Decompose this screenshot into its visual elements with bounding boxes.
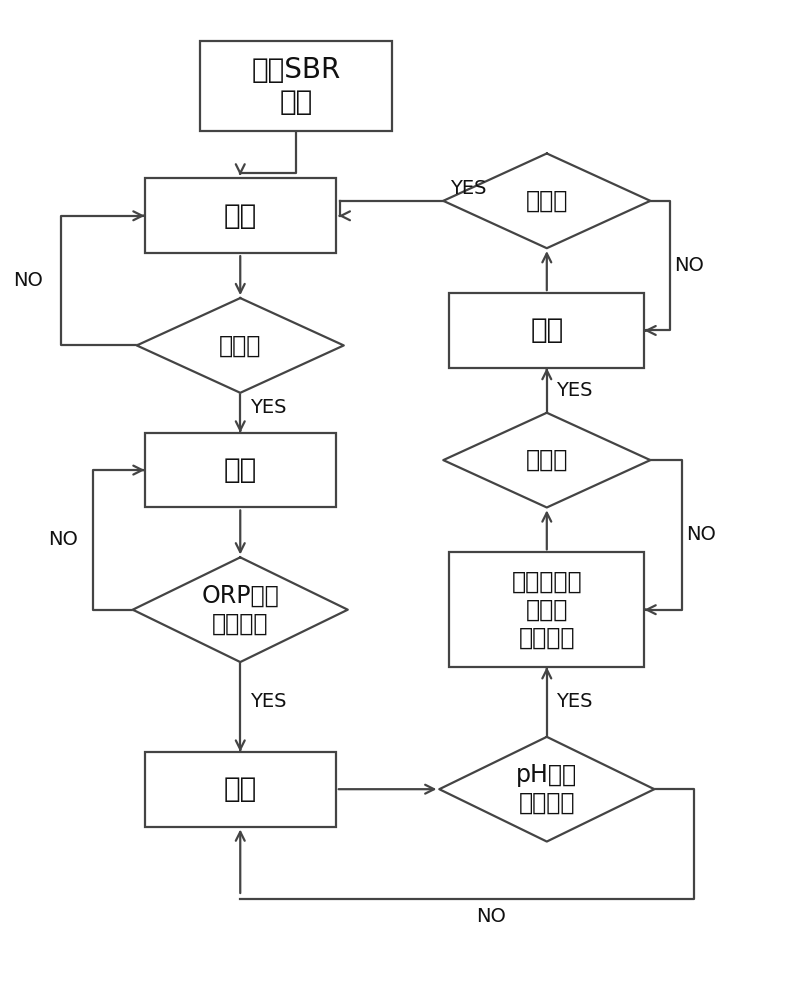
Polygon shape [133,557,348,662]
Text: YES: YES [556,692,593,711]
Text: NO: NO [476,907,506,926]
Polygon shape [443,153,650,248]
FancyBboxPatch shape [449,293,644,368]
Text: 进水: 进水 [224,202,257,230]
Text: 曝气: 曝气 [224,775,257,803]
Text: YES: YES [250,398,286,417]
FancyBboxPatch shape [145,752,336,827]
Text: NO: NO [48,530,78,549]
Text: YES: YES [556,381,593,400]
FancyBboxPatch shape [145,178,336,253]
Text: ORP出现
下降拐点: ORP出现 下降拐点 [201,584,279,636]
Polygon shape [443,413,650,507]
Polygon shape [137,298,344,393]
Text: YES: YES [250,692,286,711]
FancyBboxPatch shape [145,433,336,507]
Text: 停止搅拌和
曝气，
开始沉淀: 停止搅拌和 曝气， 开始沉淀 [511,570,582,649]
Text: NO: NO [686,525,716,544]
Text: 时间到: 时间到 [526,189,568,213]
Text: 排水: 排水 [531,316,563,344]
Text: 搅拌: 搅拌 [224,456,257,484]
Text: 时间到: 时间到 [526,448,568,472]
Text: 第一SBR
启动: 第一SBR 启动 [252,56,340,116]
Text: pH出现
下降拐点: pH出现 下降拐点 [516,763,578,815]
Text: 时间到: 时间到 [219,333,261,357]
FancyBboxPatch shape [201,41,392,131]
Text: YES: YES [450,179,486,198]
Text: NO: NO [674,256,704,275]
Polygon shape [439,737,654,842]
Text: NO: NO [13,271,42,290]
FancyBboxPatch shape [449,552,644,667]
